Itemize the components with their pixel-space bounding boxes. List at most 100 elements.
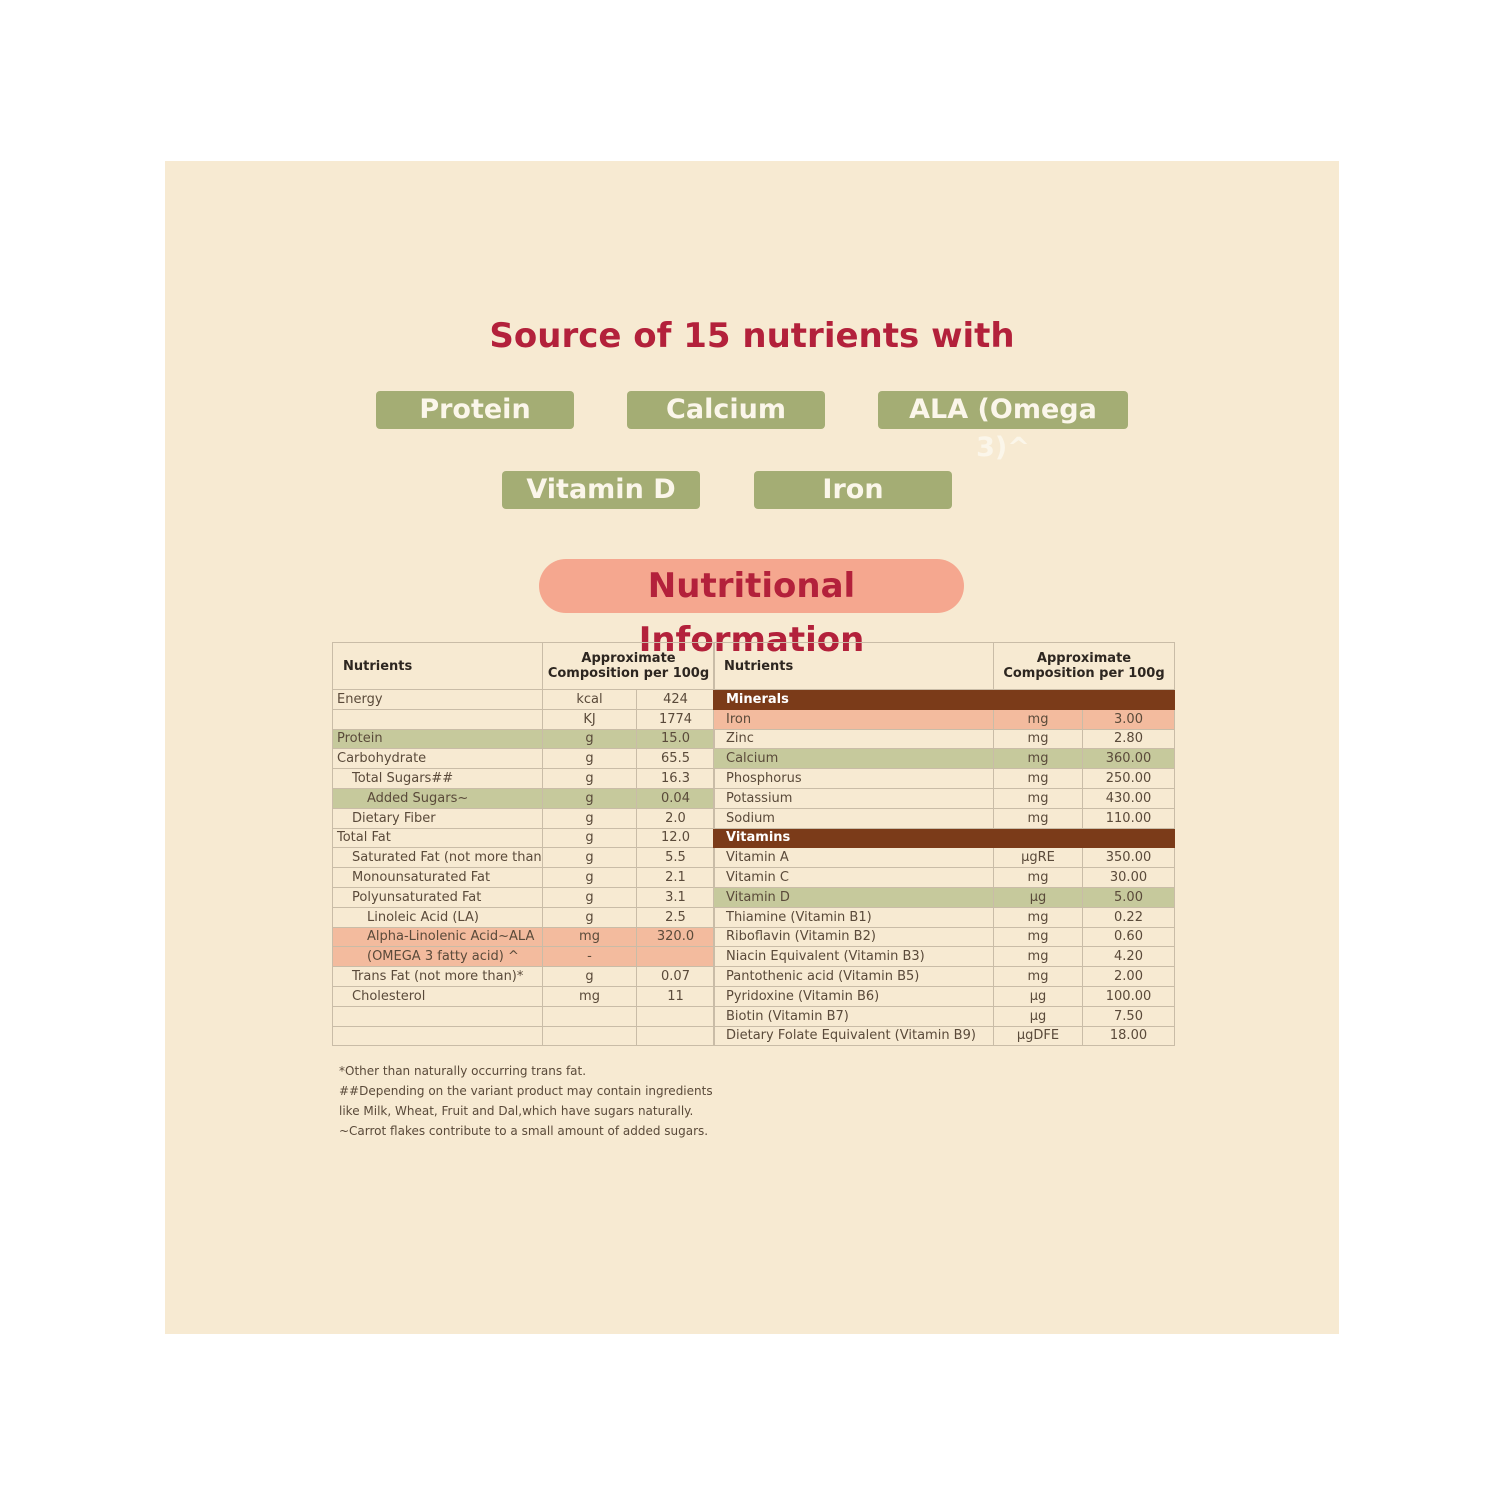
table-row: Total Fat g 12.0: [332, 827, 716, 849]
nutrient-name: Cholesterol: [332, 985, 543, 1007]
badge-calcium: Calcium: [627, 391, 825, 429]
unit: [542, 1005, 637, 1027]
nutrient-name: Iron: [713, 708, 994, 730]
amount: 0.22: [1081, 906, 1176, 928]
table-row: Zinc mg 2.80: [713, 728, 1176, 750]
unit: g: [542, 827, 637, 849]
amount: 2.00: [1081, 966, 1176, 987]
table-row: Added Sugars~ g 0.04: [332, 787, 716, 809]
nutrient-name: Dietary Fiber: [332, 807, 543, 829]
unit: kcal: [542, 689, 637, 710]
nutrients-headline: Source of 15 nutrients with: [489, 316, 1015, 356]
table-row: Pyridoxine (Vitamin B6) µg 100.00: [713, 985, 1176, 1007]
unit: mg: [542, 985, 637, 1007]
amount: 2.5: [635, 906, 716, 928]
nutrient-name: Potassium: [713, 787, 994, 809]
col-header-composition: Approximate Composition per 100g: [992, 642, 1176, 690]
unit: g: [542, 807, 637, 829]
col-header-nutrients: Nutrients: [332, 642, 543, 690]
nutrient-name: Total Fat: [332, 827, 543, 849]
nutrient-name: Vitamin C: [713, 867, 994, 888]
unit: [542, 1025, 637, 1047]
amount: 18.00: [1081, 1025, 1176, 1047]
nutrient-name: Phosphorus: [713, 768, 994, 789]
unit: mg: [993, 748, 1083, 770]
table-row: Iron mg 3.00: [713, 708, 1176, 730]
table-row: Alpha-Linolenic Acid~ALA mg 320.0: [332, 926, 716, 948]
table-row: Calcium mg 360.00: [713, 748, 1176, 770]
amount: 0.04: [635, 787, 716, 809]
unit: mg: [993, 768, 1083, 789]
footnote: ##Depending on the variant product may c…: [339, 1084, 713, 1098]
amount: 5.5: [635, 847, 716, 869]
amount: 100.00: [1081, 985, 1176, 1007]
nutrient-name: Carbohydrate: [332, 748, 543, 770]
amount: 360.00: [1081, 748, 1176, 770]
nutrient-name: Niacin Equivalent (Vitamin B3): [713, 946, 994, 968]
table-row: Energy kcal 424: [332, 689, 716, 710]
col-header-nutrients: Nutrients: [713, 642, 994, 690]
amount: [635, 1025, 716, 1047]
table-row: Riboflavin (Vitamin B2) mg 0.60: [713, 926, 1176, 948]
unit: g: [542, 847, 637, 869]
table-row: Carbohydrate g 65.5: [332, 748, 716, 770]
nutrient-name: Vitamin D: [713, 886, 994, 908]
unit: mg: [993, 728, 1083, 750]
section-title: Nutritional Information: [539, 559, 964, 660]
nutrient-name: Added Sugars~: [332, 787, 543, 809]
amount: 16.3: [635, 768, 716, 789]
table-row: Trans Fat (not more than)* g 0.07: [332, 966, 716, 987]
table-row: Saturated Fat (not more than) g 5.5: [332, 847, 716, 869]
right-nutrition-table: Nutrients Approximate Composition per 10…: [712, 642, 1176, 1047]
unit: g: [542, 906, 637, 928]
amount: [635, 1005, 716, 1027]
nutrient-name: Calcium: [713, 748, 994, 770]
table-row: Total Sugars## g 16.3: [332, 768, 716, 789]
table-row: KJ 1774: [332, 708, 716, 730]
unit: g: [542, 728, 637, 750]
amount: [635, 946, 716, 968]
table-row: Thiamine (Vitamin B1) mg 0.22: [713, 906, 1176, 928]
unit: mg: [993, 926, 1083, 948]
amount: 2.1: [635, 867, 716, 888]
unit: g: [542, 768, 637, 789]
amount: 2.0: [635, 807, 716, 829]
unit: g: [542, 966, 637, 987]
unit: g: [542, 867, 637, 888]
nutrient-name: (OMEGA 3 fatty acid) ^: [332, 946, 543, 968]
unit: mg: [993, 946, 1083, 968]
amount: 0.60: [1081, 926, 1176, 948]
unit: g: [542, 787, 637, 809]
nutrient-name: Alpha-Linolenic Acid~ALA: [332, 926, 543, 948]
section-label: Vitamins: [712, 827, 1176, 849]
table-row: (OMEGA 3 fatty acid) ^ -: [332, 946, 716, 968]
section-label: Minerals: [712, 689, 1176, 710]
nutrient-name: Vitamin A: [713, 847, 994, 869]
amount: 424: [635, 689, 716, 710]
amount: 430.00: [1081, 787, 1176, 809]
amount: 65.5: [635, 748, 716, 770]
nutrient-name: Saturated Fat (not more than): [332, 847, 543, 869]
table-row: Biotin (Vitamin B7) µg 7.50: [713, 1005, 1176, 1027]
nutrient-name: Polyunsaturated Fat: [332, 886, 543, 908]
unit: mg: [993, 966, 1083, 987]
table-row: Niacin Equivalent (Vitamin B3) mg 4.20: [713, 946, 1176, 968]
amount: 110.00: [1081, 807, 1176, 829]
amount: 11: [635, 985, 716, 1007]
table-row: [332, 1005, 716, 1027]
unit: mg: [993, 906, 1083, 928]
badge-vitamin-d: Vitamin D: [502, 471, 700, 509]
table-row: Dietary Fiber g 2.0: [332, 807, 716, 829]
nutrient-name: Trans Fat (not more than)*: [332, 966, 543, 987]
nutrient-name: Pyridoxine (Vitamin B6): [713, 985, 994, 1007]
nutrient-name: [332, 708, 543, 730]
nutrient-name: Linoleic Acid (LA): [332, 906, 543, 928]
amount: 1774: [635, 708, 716, 730]
unit: µg: [993, 886, 1083, 908]
unit: µgRE: [993, 847, 1083, 869]
unit: µg: [993, 985, 1083, 1007]
table-row: Monounsaturated Fat g 2.1: [332, 867, 716, 888]
footnote: *Other than naturally occurring trans fa…: [339, 1064, 587, 1078]
